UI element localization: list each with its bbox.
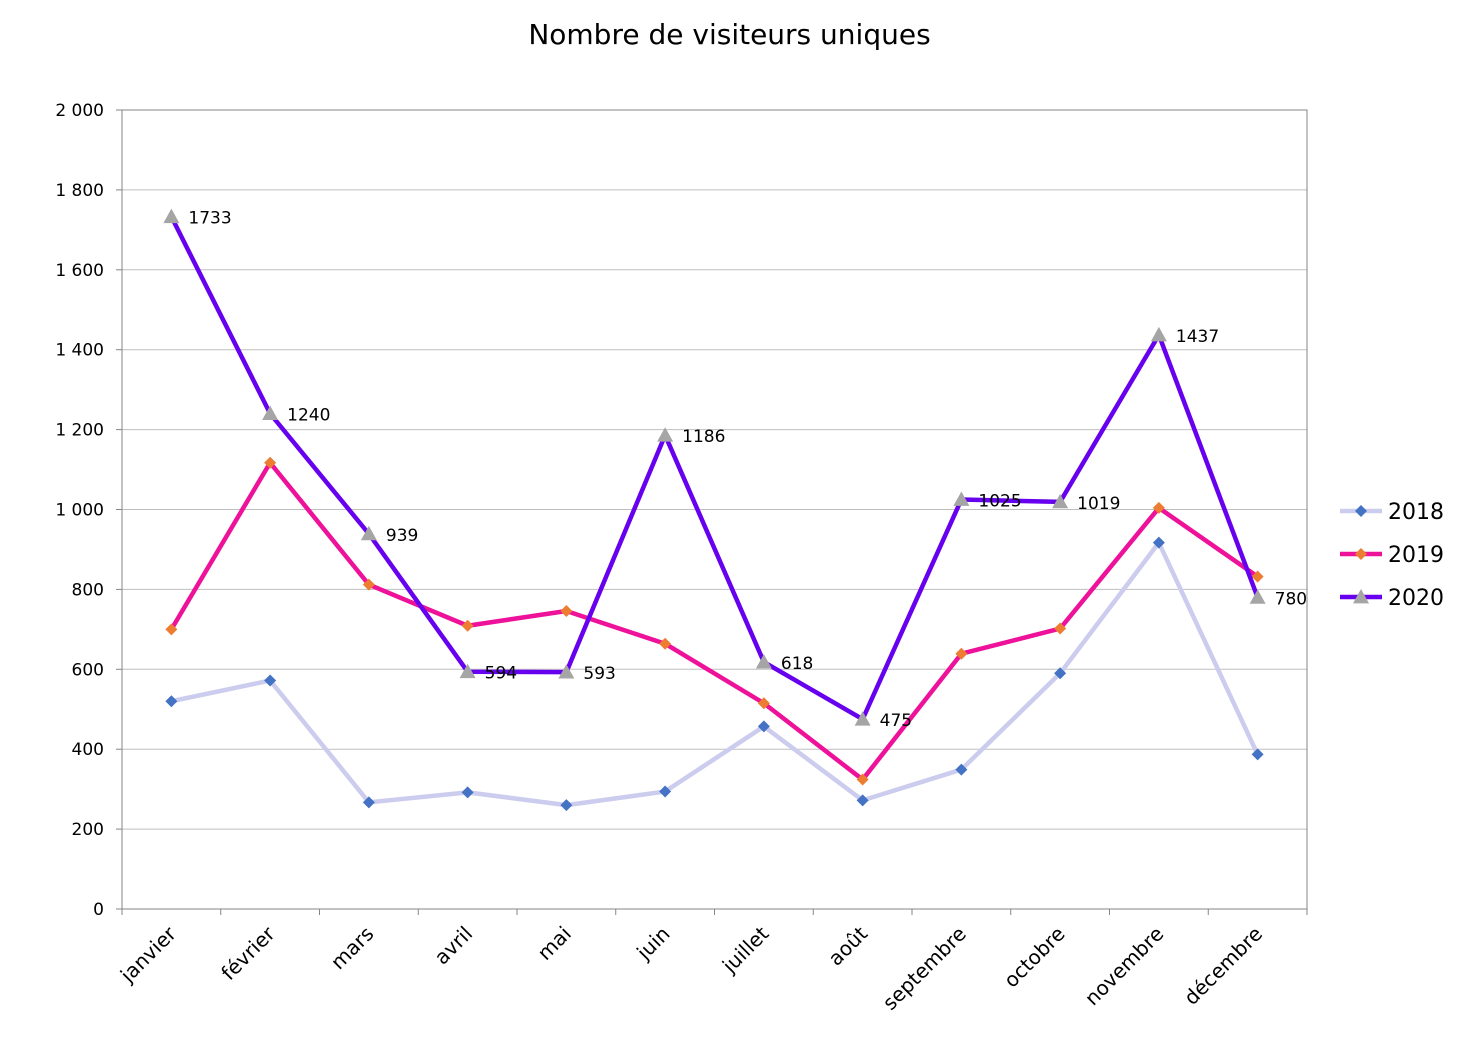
y-tick-label: 1 200	[55, 421, 104, 441]
data-point-marker	[1052, 493, 1069, 509]
y-tick-label: 1 400	[55, 341, 104, 361]
data-point-marker	[262, 405, 279, 421]
data-point-marker	[362, 578, 375, 591]
legend-item-2020: 2020	[1340, 586, 1444, 611]
data-point-marker	[953, 491, 970, 506]
series-2020	[163, 208, 1266, 726]
x-tick-label: mai	[533, 922, 576, 965]
data-label: 594	[485, 664, 517, 684]
data-point-marker	[165, 695, 178, 708]
data-point-marker	[1355, 505, 1367, 517]
data-point-marker	[955, 763, 968, 776]
data-label: 1240	[287, 406, 330, 426]
data-point-marker	[856, 794, 869, 807]
legend-label: 2018	[1388, 500, 1444, 525]
data-point-marker	[360, 525, 377, 541]
data-point-marker	[362, 796, 375, 809]
data-point-marker	[755, 654, 772, 669]
x-tick-label: août	[823, 921, 872, 970]
data-point-marker	[1054, 667, 1067, 680]
data-point-marker	[659, 637, 672, 650]
x-tick-label: octobre	[999, 922, 1070, 993]
data-point-marker	[1251, 570, 1264, 583]
y-tick-label: 200	[72, 820, 104, 840]
y-tick-label: 1 000	[55, 501, 104, 521]
data-label: 1019	[1077, 494, 1120, 514]
data-point-marker	[264, 674, 277, 687]
legend-label: 2020	[1388, 586, 1444, 611]
data-point-marker	[1355, 548, 1367, 560]
data-point-marker	[1150, 326, 1167, 342]
data-point-marker	[757, 697, 770, 710]
x-tick-label: juin	[631, 922, 674, 965]
data-point-marker	[163, 208, 180, 224]
legend-item-2018: 2018	[1340, 500, 1444, 525]
x-tick-label: novembre	[1080, 922, 1169, 1011]
data-point-marker	[461, 786, 474, 799]
y-tick-label: 600	[72, 660, 104, 680]
legend-label: 2019	[1388, 543, 1444, 568]
data-label: 1733	[188, 209, 231, 229]
y-tick-label: 1 800	[55, 181, 104, 201]
data-point-marker	[1353, 589, 1369, 604]
data-point-marker	[757, 720, 770, 733]
data-point-marker	[955, 647, 968, 660]
data-point-marker	[1251, 748, 1264, 761]
data-label: 1025	[978, 492, 1021, 512]
data-point-marker	[560, 799, 573, 812]
legend-item-2019: 2019	[1340, 543, 1444, 568]
data-label: 593	[583, 664, 615, 684]
data-point-marker	[1152, 501, 1165, 514]
data-label: 1186	[682, 427, 725, 447]
data-label: 1437	[1176, 327, 1219, 347]
x-tick-label: décembre	[1179, 922, 1267, 1010]
x-tick-label: juillet	[717, 921, 774, 978]
data-label: 475	[880, 711, 912, 731]
data-point-marker	[558, 664, 575, 679]
legend: 2018 2019 2020	[1340, 500, 1444, 611]
series	[163, 208, 1266, 812]
x-tick-label: avril	[429, 922, 477, 970]
x-tick-label: mars	[326, 922, 379, 975]
series-line-2019	[169, 460, 1260, 782]
data-point-marker	[657, 427, 674, 442]
x-tick-label: janvier	[115, 921, 182, 988]
data-point-marker	[1054, 622, 1067, 635]
data-labels: 1733 1240 939 594 593 1186 618 475 1025 1019 1437 7…	[188, 209, 1307, 732]
x-tick-label: février	[216, 921, 280, 985]
data-point-marker	[461, 619, 474, 632]
data-point-marker	[659, 785, 672, 798]
series-2018	[165, 536, 1264, 812]
chart-title: Nombre de visiteurs uniques	[528, 18, 931, 51]
data-label: 780	[1275, 589, 1307, 609]
y-tick-label: 400	[72, 740, 104, 760]
data-point-marker	[459, 663, 476, 679]
data-point-marker	[1152, 536, 1165, 549]
data-point-marker	[856, 773, 869, 786]
data-point-marker	[165, 623, 178, 636]
data-label: 618	[781, 654, 813, 674]
series-2019	[165, 456, 1264, 786]
y-tick-label: 800	[72, 580, 104, 600]
y-tick-label: 0	[93, 900, 104, 920]
x-tick-label: septembre	[878, 922, 971, 1015]
series-line-2020	[169, 214, 1260, 722]
y-tick-label: 1 600	[55, 261, 104, 281]
data-label: 939	[386, 526, 418, 546]
series-line-2018	[169, 540, 1260, 808]
data-point-marker	[1249, 589, 1266, 604]
y-tick-label: 2 000	[55, 101, 104, 121]
data-point-marker	[264, 456, 277, 469]
data-point-marker	[560, 604, 573, 617]
grid	[122, 109, 1307, 830]
data-point-marker	[854, 711, 871, 726]
